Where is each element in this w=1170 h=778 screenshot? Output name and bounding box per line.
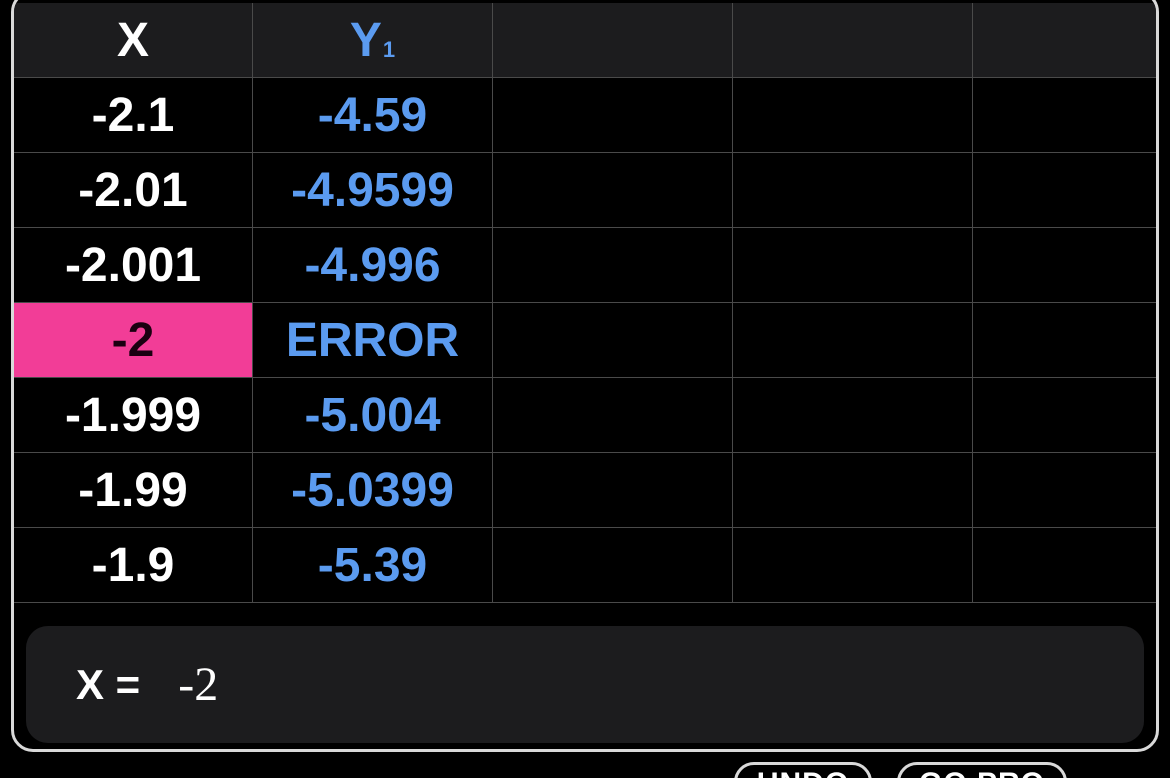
table-cell-empty [733, 453, 973, 528]
table-cell-empty [493, 528, 733, 603]
go-pro-button[interactable]: GO PRO [897, 762, 1067, 778]
y1-letter: Y [349, 13, 382, 67]
table-cell-empty [493, 153, 733, 228]
table-cell-x[interactable]: -1.99 [14, 453, 253, 528]
table-cell-empty [493, 378, 733, 453]
undo-button[interactable]: UNDO [734, 762, 872, 778]
entry-label: X = [76, 660, 141, 708]
table-cell-y1[interactable]: -4.59 [253, 78, 493, 153]
table-cell-empty [493, 228, 733, 303]
column-header-x[interactable]: X [14, 3, 253, 78]
table-cell-empty [973, 303, 1156, 378]
table-cell-x[interactable]: -2.01 [14, 153, 253, 228]
table-cell-empty [973, 528, 1156, 603]
y1-subscript: 1 [382, 37, 396, 62]
table-cell-y1[interactable]: -5.004 [253, 378, 493, 453]
column-header-empty-4[interactable] [733, 3, 973, 78]
table-cell-x[interactable]: -1.999 [14, 378, 253, 453]
table-cell-empty [733, 228, 973, 303]
table-cell-empty [973, 378, 1156, 453]
table-cell-empty [973, 78, 1156, 153]
table-cell-y1[interactable]: -5.0399 [253, 453, 493, 528]
table-cell-empty [973, 153, 1156, 228]
table-cell-empty [733, 153, 973, 228]
table-cell-x[interactable]: -1.9 [14, 528, 253, 603]
table-cell-y1[interactable]: -5.39 [253, 528, 493, 603]
table-cell-y1[interactable]: -4.996 [253, 228, 493, 303]
table-cell-empty [493, 78, 733, 153]
table-cell-x-selected[interactable]: -2 [14, 303, 253, 378]
table-cell-empty [493, 303, 733, 378]
table-cell-x[interactable]: -2.001 [14, 228, 253, 303]
table-cell-empty [493, 453, 733, 528]
table-cell-empty [733, 528, 973, 603]
x-entry-field[interactable]: X = -2 [26, 626, 1144, 743]
table-cell-empty [733, 378, 973, 453]
table-cell-empty [973, 453, 1156, 528]
table-cell-empty [733, 303, 973, 378]
entry-value[interactable]: -2 [178, 658, 219, 711]
table-cell-y1[interactable]: ERROR [253, 303, 493, 378]
table-cell-x[interactable]: -2.1 [14, 78, 253, 153]
column-header-empty-5[interactable] [973, 3, 1156, 78]
table-cell-y1[interactable]: -4.9599 [253, 153, 493, 228]
table-cell-empty [733, 78, 973, 153]
table-cell-empty [973, 228, 1156, 303]
column-header-empty-3[interactable] [493, 3, 733, 78]
